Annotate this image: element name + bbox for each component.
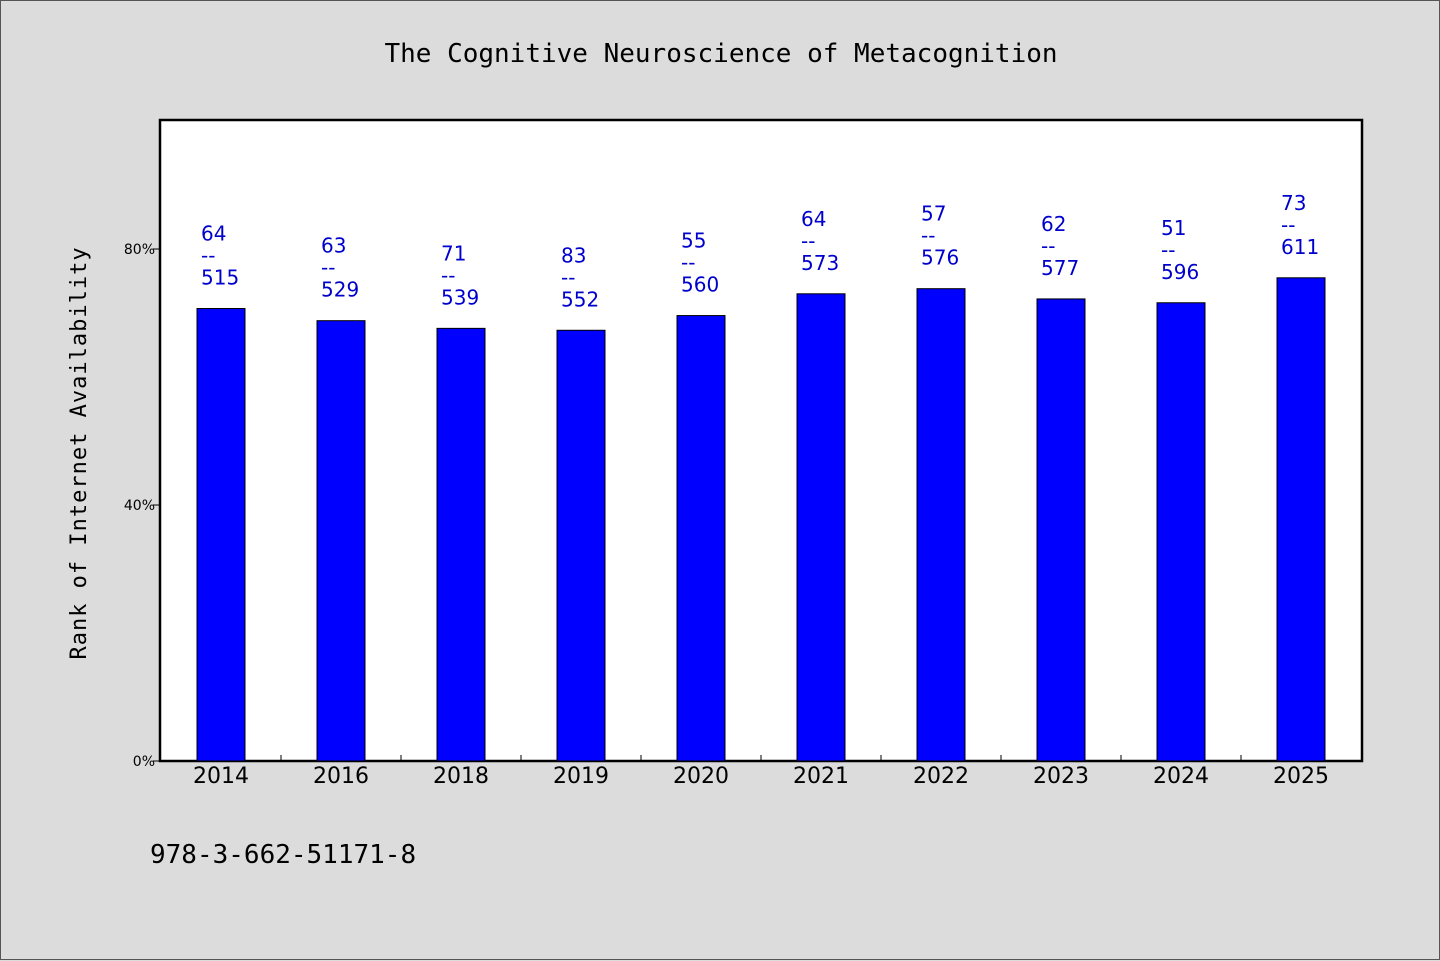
x-tick-label: 2019 (553, 764, 609, 789)
bar-label-top: 73 (1281, 191, 1306, 215)
y-axis-label: Rank of Internet Availability (67, 246, 92, 659)
x-tick-label: 2020 (673, 764, 729, 789)
bar-label-separator: -- (441, 263, 455, 287)
bar-label-separator: -- (561, 265, 575, 289)
y-axis-ticks: 0% 40% 80% (124, 242, 161, 770)
bars-group (196, 277, 1326, 762)
bar-label-top: 62 (1041, 212, 1066, 236)
isbn-label: 978-3-662-51171-8 (150, 840, 416, 870)
bar-label-bottom: 539 (441, 285, 479, 309)
bar-label-top: 83 (561, 243, 586, 267)
bar-label-top: 57 (921, 202, 946, 226)
y-tick-label: 80% (124, 242, 155, 258)
y-tick-label: 0% (133, 754, 155, 770)
bar-label-bottom: 573 (801, 251, 839, 275)
bar-label-top: 64 (801, 207, 826, 231)
bar-label-top: 51 (1161, 216, 1186, 240)
chart-title: The Cognitive Neuroscience of Metacognit… (384, 39, 1057, 69)
x-tick-label: 2021 (793, 764, 849, 789)
bar-label-top: 64 (201, 222, 226, 246)
bar-label-separator: -- (1041, 234, 1055, 258)
bar (436, 327, 486, 762)
bar (796, 293, 846, 762)
bar (1276, 277, 1326, 762)
bar-label-top: 71 (441, 241, 466, 265)
x-tick-label: 2023 (1033, 764, 1089, 789)
bar-label-bottom: 576 (921, 246, 959, 270)
x-tick-label: 2022 (913, 764, 969, 789)
x-tick-label: 2024 (1153, 764, 1209, 789)
bar-label-bottom: 560 (681, 273, 719, 297)
bar-label-separator: -- (921, 224, 935, 248)
bar (1036, 298, 1086, 762)
bar-label-top: 55 (681, 229, 706, 253)
bar-labels-group: 64--51563--52971--53983--55255--56064--5… (201, 191, 1319, 311)
bar (196, 308, 246, 762)
bar-label-bottom: 552 (561, 287, 599, 311)
bar (676, 315, 726, 762)
bar-label-bottom: 515 (201, 266, 239, 290)
bar-label-bottom: 596 (1161, 260, 1199, 284)
bar-label-separator: -- (321, 256, 335, 280)
x-tick-label: 2016 (313, 764, 369, 789)
bar-label-separator: -- (1161, 238, 1175, 262)
bar-label-separator: -- (201, 244, 215, 268)
x-tick-label: 2018 (433, 764, 489, 789)
bar-label-bottom: 529 (321, 278, 359, 302)
bar (916, 288, 966, 762)
x-axis-ticks: 2014 2016 2018 2019 2020 2021 2022 2023 2024 2025 (193, 755, 1329, 789)
bar (316, 320, 366, 762)
bar-label-separator: -- (681, 251, 695, 275)
x-tick-label: 2025 (1273, 764, 1329, 789)
bar (556, 329, 606, 762)
bar-label-top: 63 (321, 234, 346, 258)
bar-label-separator: -- (1281, 213, 1295, 237)
bar-label-bottom: 611 (1281, 235, 1319, 259)
bar (1156, 302, 1206, 762)
bar-label-bottom: 577 (1041, 256, 1079, 280)
x-tick-label: 2014 (193, 764, 249, 789)
y-tick-label: 40% (124, 498, 155, 514)
bar-label-separator: -- (801, 229, 815, 253)
